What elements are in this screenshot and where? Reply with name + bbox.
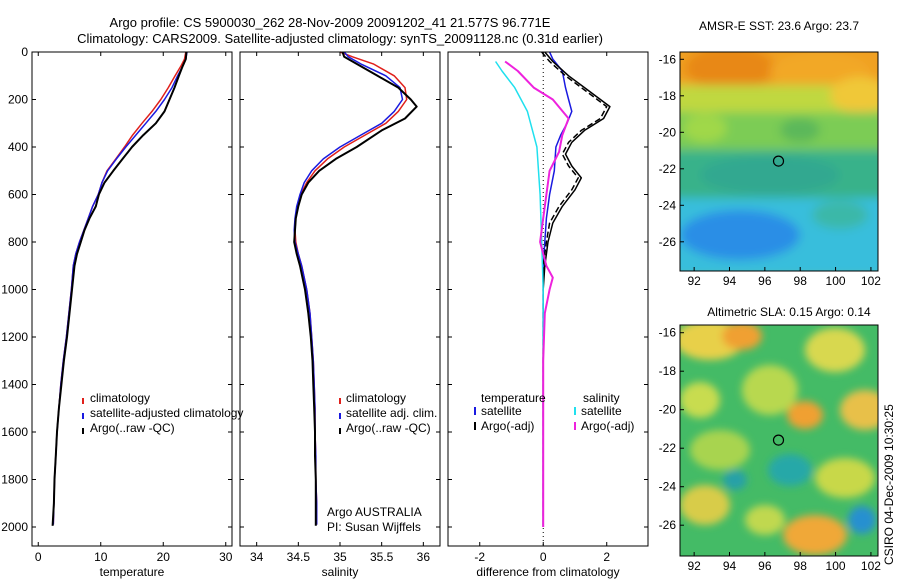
series-line: [504, 60, 570, 527]
salinity-annotation: Argo AUSTRALIA PI: Susan Wijffels: [327, 505, 422, 534]
map-x-tick-label: 98: [794, 274, 808, 288]
salinity-panel: 34 34.5 35 35.5 36 salinity: [239, 51, 441, 579]
map-x-tick-label: 94: [723, 559, 737, 573]
series-line: [541, 51, 608, 527]
sst-map-title: AMSR-E SST: 23.6 Argo: 23.7: [699, 19, 859, 33]
legend-salinity-title: salinity: [583, 391, 620, 405]
x-tick-label: 0: [540, 550, 547, 564]
series-line: [52, 51, 188, 525]
difference-legend: temperature salinity satellite Argo(-adj…: [474, 391, 634, 433]
y-tick-label: 2000: [1, 520, 28, 534]
y-tick-label: 200: [8, 93, 28, 107]
map-x-tick-label: 92: [687, 559, 701, 573]
y-tick-label: 1200: [1, 330, 28, 344]
x-axis-label: difference from climatology: [476, 565, 619, 579]
y-tick-label: 1400: [1, 378, 28, 392]
map-x-tick-label: 96: [758, 559, 772, 573]
sla-map: Altimetric SLA: 0.15 Argo: 0.14: [659, 305, 882, 573]
temperature-legend: climatology satellite-adjusted climatolo…: [82, 391, 243, 435]
y-tick-label: 400: [8, 140, 28, 154]
map-y-tick-label: -18: [659, 89, 677, 103]
figure-title-line1: Argo profile: CS 5900030_262 28-Nov-2009…: [110, 15, 551, 30]
salinity-legend: climatology satellite adj. clim. Argo(..…: [339, 391, 437, 435]
argo-float-marker: [772, 434, 785, 446]
x-tick-label: 36: [417, 550, 431, 564]
x-tick-label: 10: [94, 550, 108, 564]
map-y-tick-label: -26: [659, 235, 677, 249]
x-tick-label: 34.5: [287, 550, 311, 564]
plot-frame: [31, 51, 233, 547]
x-tick-label: 35: [333, 550, 347, 564]
principal-investigator-label: PI: Susan Wijffels: [327, 520, 421, 534]
legend-sal-satellite: satellite: [581, 404, 622, 418]
x-tick-label: 0: [35, 550, 42, 564]
sst-map-axes: 92 94 96 98 100 102 -16 -18 -20 -22 -24 -26: [659, 52, 882, 288]
sst-map: AMSR-E SST: 23.6 Argo: 23.7 92 94 96 98 10: [659, 19, 882, 288]
series-line: [52, 51, 187, 525]
legend-climatology: climatology: [346, 391, 406, 405]
map-x-tick-label: 94: [723, 274, 737, 288]
series-line: [51, 51, 188, 526]
legend-satellite: satellite adj. clim.: [346, 406, 437, 420]
legend-temperature-title: temperature: [481, 391, 546, 405]
sla-map-title: Altimetric SLA: 0.15 Argo: 0.14: [707, 305, 871, 319]
y-tick-label: 600: [8, 188, 28, 202]
figure-title-line2: Climatology: CARS2009. Satellite-adjuste…: [77, 31, 603, 46]
legend-satellite: satellite-adjusted climatology: [90, 406, 243, 420]
map-y-tick-label: -24: [659, 198, 677, 212]
y-tick-label: 0: [21, 45, 28, 59]
legend-temp-satellite: satellite: [481, 404, 522, 418]
argo-float-marker: [772, 155, 785, 167]
x-axis-label: temperature: [100, 565, 165, 579]
x-tick-label: 35.5: [370, 550, 394, 564]
map-y-tick-label: -26: [659, 518, 677, 532]
legend-climatology: climatology: [90, 391, 150, 405]
map-x-tick-label: 102: [861, 559, 881, 573]
map-x-tick-label: 96: [758, 274, 772, 288]
x-tick-label: -2: [474, 550, 485, 564]
sla-map-axes: 92 94 96 98 100 102 -16 -18 -20 -22 -24 -26: [659, 326, 882, 573]
x-tick-label: 30: [219, 550, 233, 564]
map-x-tick-label: 100: [826, 559, 846, 573]
sla-field: [680, 325, 878, 556]
y-tick-label: 800: [8, 235, 28, 249]
map-y-tick-label: -22: [659, 162, 677, 176]
map-y-tick-label: -20: [659, 403, 677, 417]
map-x-tick-label: 98: [794, 559, 808, 573]
y-tick-label: 1800: [1, 473, 28, 487]
x-axis-label: salinity: [322, 565, 359, 579]
series-line: [294, 51, 408, 525]
legend-sal-argo: Argo(-adj): [581, 419, 634, 433]
x-tick-label: 34: [250, 550, 264, 564]
sst-field: [680, 52, 878, 271]
y-tick-label: 1600: [1, 425, 28, 439]
map-x-tick-label: 100: [826, 274, 846, 288]
map-y-tick-label: -16: [659, 326, 677, 340]
map-y-tick-label: -16: [659, 52, 677, 66]
series-line: [293, 51, 418, 526]
plot-frame: [447, 51, 649, 547]
series-line: [494, 61, 544, 527]
map-x-tick-label: 92: [687, 274, 701, 288]
map-y-tick-label: -20: [659, 125, 677, 139]
legend-argo: Argo(..raw -QC): [90, 421, 175, 435]
map-x-tick-label: 102: [861, 274, 881, 288]
x-tick-label: 2: [603, 550, 610, 564]
map-y-tick-label: -18: [659, 364, 677, 378]
x-tick-label: 20: [157, 550, 171, 564]
legend-temp-argo: Argo(-adj): [481, 419, 534, 433]
y-tick-label: 1000: [1, 283, 28, 297]
float-program-label: Argo AUSTRALIA: [327, 505, 422, 519]
plot-frame: [239, 51, 441, 547]
temperature-panel: 0 10 20 30 0 200 400 600 800 1000 1200 1400 1600 1800…: [1, 45, 232, 579]
map-y-tick-label: -22: [659, 441, 677, 455]
legend-argo: Argo(..raw -QC): [346, 421, 431, 435]
csiro-timestamp: CSIRO 04-Dec-2009 10:30:25: [882, 404, 896, 565]
map-y-tick-label: -24: [659, 480, 677, 494]
series-line: [542, 51, 611, 527]
